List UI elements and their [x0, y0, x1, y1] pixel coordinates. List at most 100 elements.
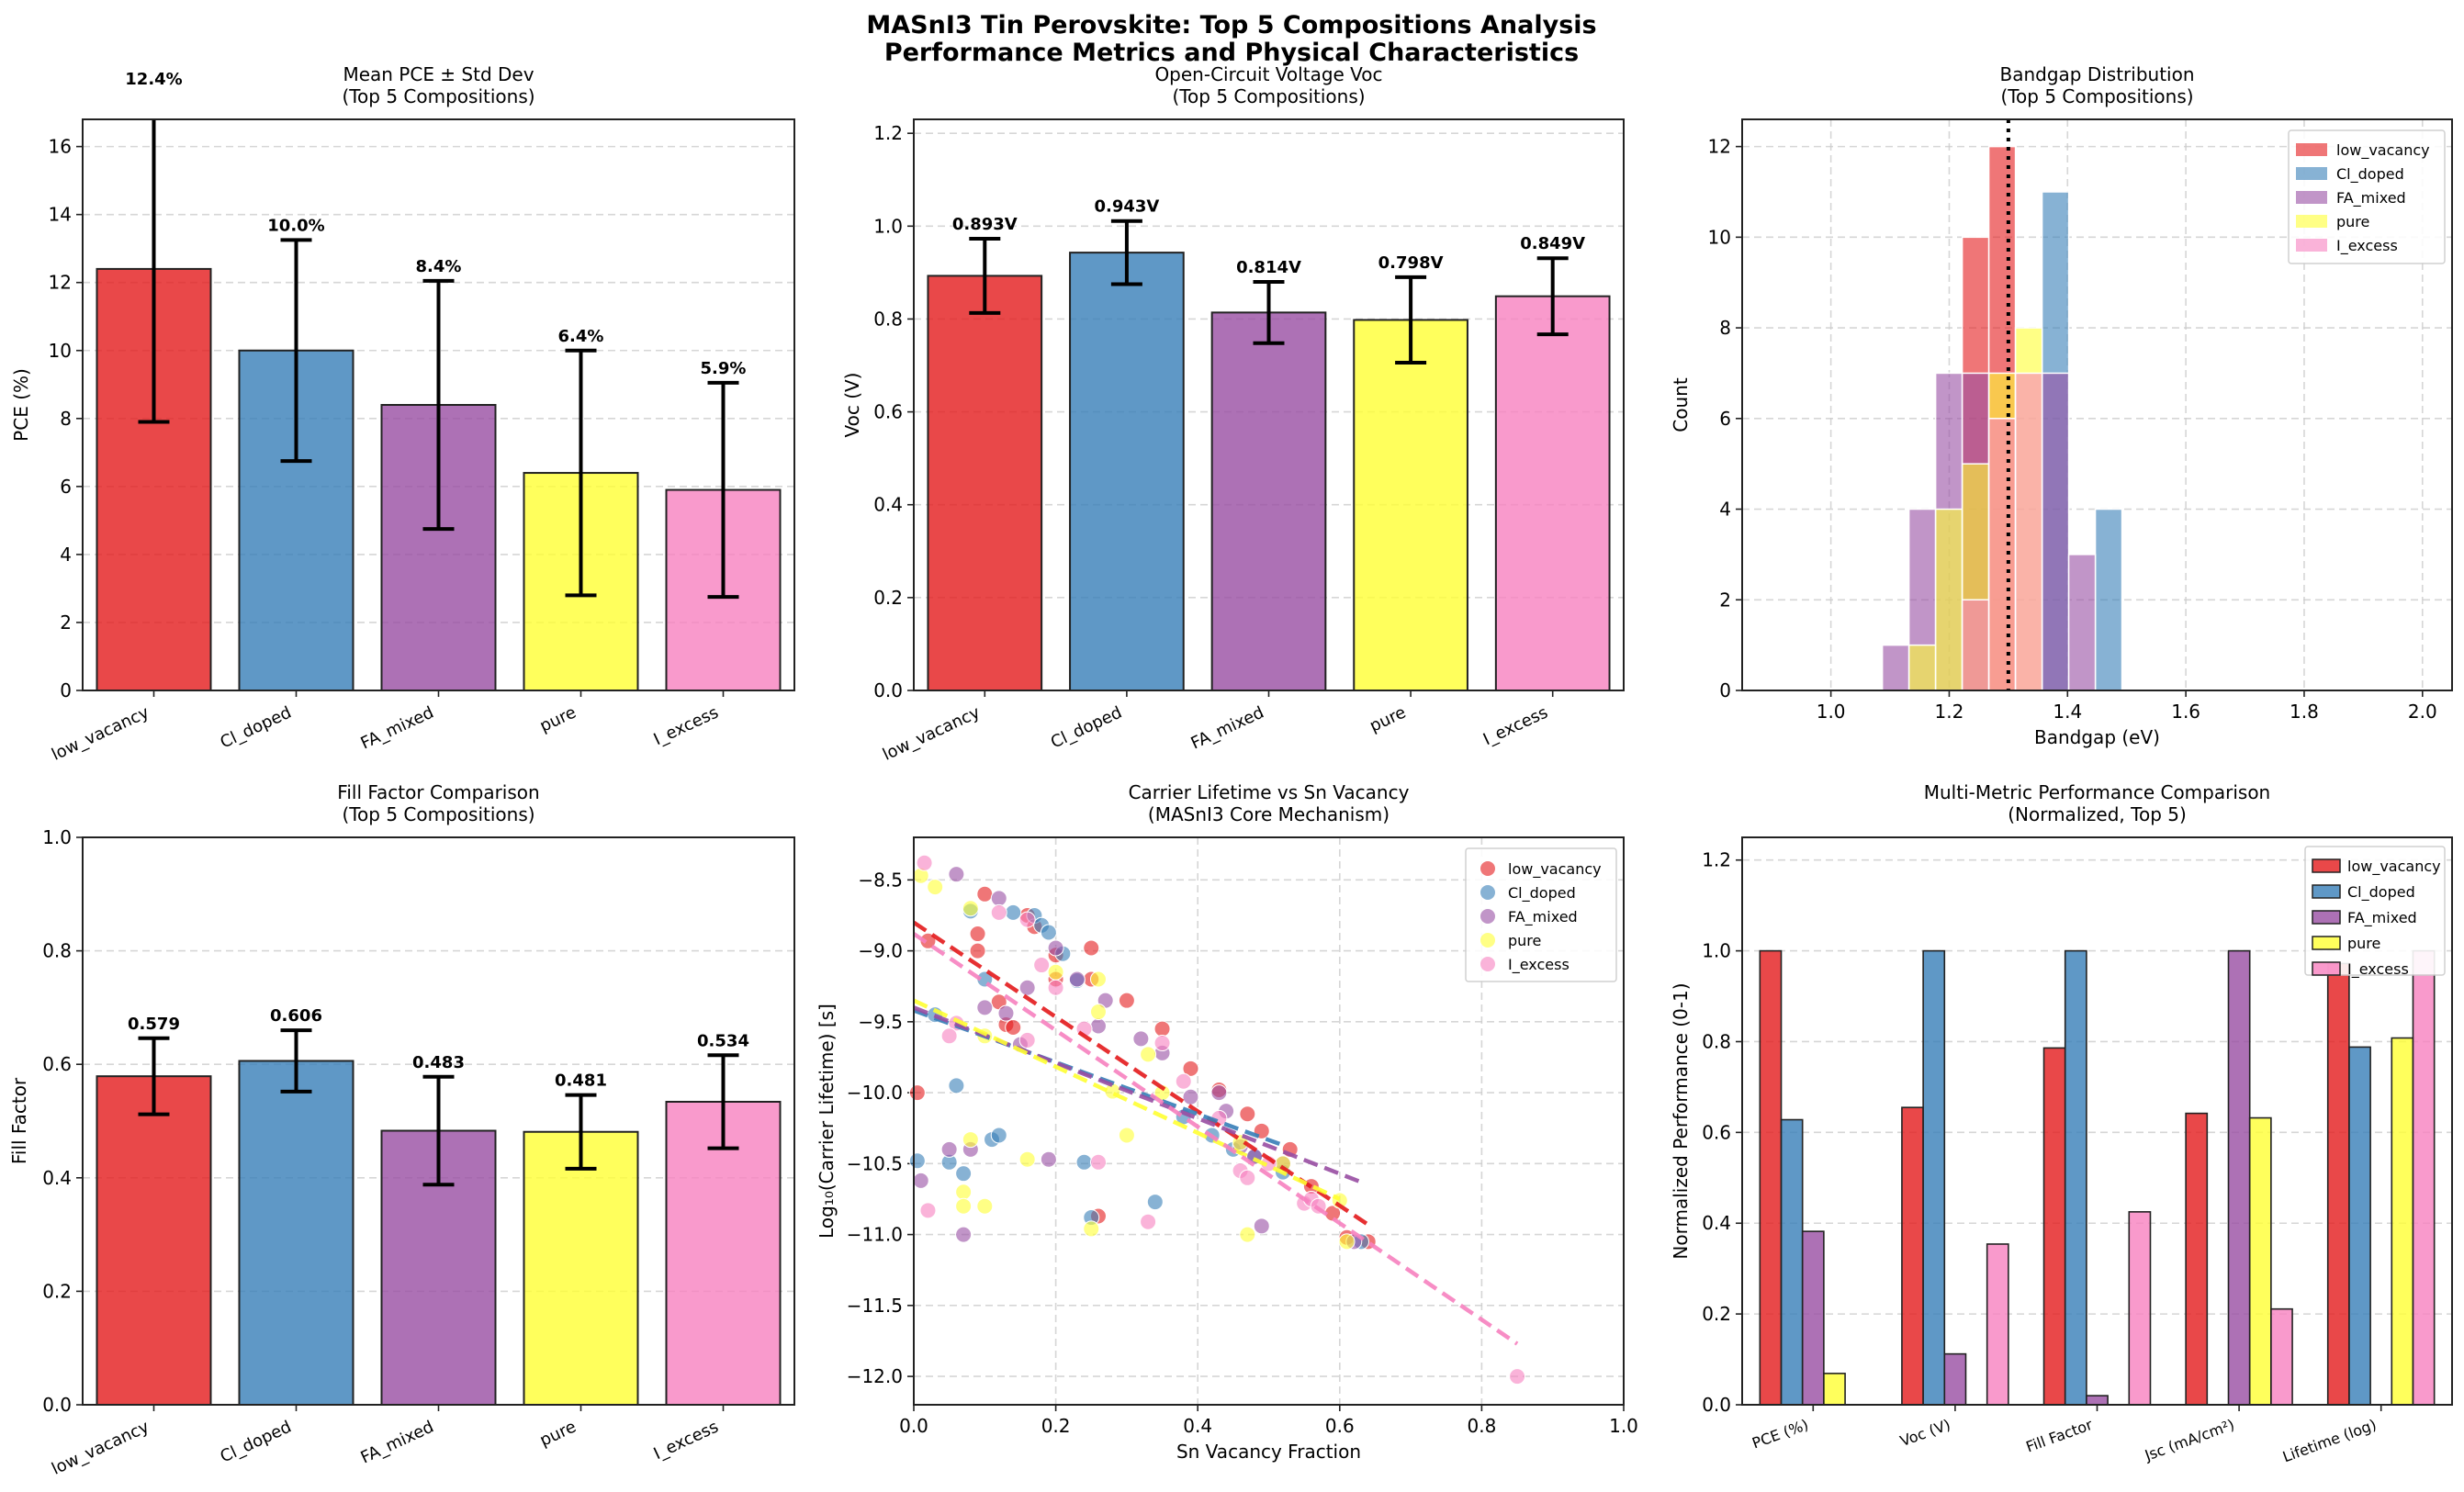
- point-Cl_doped: [948, 1077, 965, 1094]
- axes-title-line-2: (Top 5 Compositions): [2000, 85, 2193, 107]
- bar-FA_mixed: [1801, 1230, 1825, 1406]
- point-FA_mixed: [1210, 1084, 1228, 1102]
- point-FA_mixed: [1040, 1150, 1057, 1168]
- point-pure: [1083, 1220, 1100, 1238]
- axes-frame: [1741, 836, 2453, 1406]
- bar-low_vacancy: [2042, 1047, 2066, 1406]
- legend-marker-pure: [1480, 933, 1495, 948]
- point-FA_mixed: [948, 866, 965, 883]
- y-tick-label: 0.4: [1702, 1212, 1731, 1234]
- y-tick-label: 1.0: [873, 215, 903, 237]
- x-tick-label: Voc (V): [1897, 1416, 1952, 1450]
- x-tick-label: I_excess: [651, 702, 722, 749]
- legend-marker-FA_mixed: [1480, 909, 1495, 924]
- point-pure: [962, 1131, 979, 1149]
- point-low_vacancy: [1239, 1105, 1256, 1123]
- bar-Cl_doped: [2064, 949, 2087, 1406]
- hist-bar-I_excess: [2014, 372, 2043, 691]
- bar-pure: [523, 1130, 639, 1406]
- fit-line-pure: [913, 998, 1341, 1202]
- legend-marker-low_vacancy: [1480, 861, 1495, 876]
- y-tick-label: 0.6: [873, 401, 903, 423]
- y-tick-label: 8: [1719, 317, 1731, 339]
- y-tick-label: 14: [49, 204, 72, 226]
- x-tick-label: I_excess: [1480, 702, 1551, 749]
- point-Cl_doped: [955, 1165, 973, 1183]
- y-tick-label: −11.0: [847, 1224, 903, 1246]
- point-low_vacancy: [1005, 1019, 1022, 1037]
- x-tick-label: low_vacancy: [49, 1417, 152, 1478]
- x-tick-label: 0.8: [1467, 1415, 1496, 1437]
- data-label-pure: 0.798V: [1378, 253, 1444, 273]
- y-axis-label: Voc (V): [841, 372, 863, 437]
- axes-title-line-1: Mean PCE ± Std Dev: [343, 63, 534, 85]
- axes-title-line-1: Fill Factor Comparison: [337, 781, 539, 803]
- x-tick-label: 1.4: [2053, 701, 2082, 723]
- y-tick-label: −9.0: [858, 940, 903, 962]
- x-tick-label: FA_mixed: [358, 702, 437, 753]
- hist-bar-Cl_doped: [2094, 508, 2123, 691]
- x-axis-label: Sn Vacancy Fraction: [1176, 1441, 1361, 1463]
- bar-pure: [2248, 1116, 2272, 1406]
- point-FA_mixed: [976, 999, 994, 1016]
- x-tick-label: pure: [1367, 702, 1409, 735]
- x-tick-label: Fill Factor: [2023, 1416, 2095, 1456]
- bar-FA_mixed: [2086, 1395, 2109, 1406]
- bar-Cl_doped: [238, 1060, 354, 1406]
- bar-FA_mixed: [1943, 1352, 1967, 1406]
- axes-frame: [913, 118, 1625, 691]
- y-tick-label: 0.2: [1702, 1303, 1731, 1325]
- point-pure: [1089, 1004, 1107, 1021]
- x-tick-label: 0.4: [1183, 1415, 1212, 1437]
- axes-title-line-1: Carrier Lifetime vs Sn Vacancy: [1129, 781, 1410, 803]
- hist-bar-pure: [1907, 644, 1937, 691]
- y-tick-label: −10.5: [847, 1152, 903, 1174]
- point-I_excess: [1018, 911, 1036, 928]
- panel-fill_factor: Fill Factor Comparison(Top 5 Composition…: [8, 781, 795, 1479]
- bar-Cl_doped: [2348, 1046, 2371, 1406]
- point-pure: [927, 879, 944, 896]
- y-tick-label: 4: [1719, 499, 1731, 521]
- point-low_vacancy: [1118, 992, 1135, 1009]
- suptitle-line-1: MASnI3 Tin Perovskite: Top 5 Composition…: [866, 11, 1596, 39]
- bar-I_excess: [2270, 1307, 2293, 1406]
- y-tick-label: −11.5: [847, 1295, 903, 1317]
- legend-label-pure: pure: [2347, 935, 2380, 952]
- point-low_vacancy: [908, 1084, 926, 1102]
- legend-label-pure: pure: [1508, 932, 1541, 949]
- data-label-FA_mixed: 0.814V: [1236, 258, 1301, 277]
- bar-pure: [1353, 319, 1468, 691]
- axes-frame: [82, 118, 795, 691]
- point-I_excess: [940, 1027, 958, 1045]
- legend-swatch-Cl_doped: [2312, 884, 2341, 899]
- y-tick-label: −10.0: [847, 1082, 903, 1104]
- x-tick-label: Cl_doped: [218, 1417, 295, 1466]
- panel-lifetime_scatter: Carrier Lifetime vs Sn Vacancy(MASnI3 Co…: [816, 781, 1638, 1463]
- point-pure: [1047, 963, 1064, 981]
- axes-title-line-1: Bandgap Distribution: [1999, 63, 2194, 85]
- bar-low_vacancy: [2185, 1112, 2209, 1406]
- point-I_excess: [1239, 1169, 1256, 1186]
- point-FA_mixed: [955, 1226, 973, 1243]
- legend-marker-Cl_doped: [1480, 885, 1495, 900]
- y-tick-label: 16: [49, 136, 72, 158]
- bar-Cl_doped: [1922, 949, 1946, 1406]
- legend-label-FA_mixed: FA_mixed: [2347, 909, 2417, 927]
- point-pure: [1018, 1150, 1036, 1168]
- data-label-low_vacancy: 0.579: [128, 1015, 180, 1034]
- x-tick-label: Jsc (mA/cm²): [2142, 1416, 2236, 1464]
- point-I_excess: [1033, 957, 1051, 974]
- y-tick-label: 10: [1708, 226, 1731, 248]
- point-FA_mixed: [1132, 1030, 1150, 1048]
- x-tick-label: PCE (%): [1750, 1416, 1810, 1453]
- legend-label-I_excess: I_excess: [2347, 960, 2409, 979]
- x-tick-label: FA_mixed: [358, 1417, 437, 1467]
- panel-bandgap: Bandgap Distribution(Top 5 Compositions)…: [1670, 63, 2453, 748]
- point-pure: [1239, 1226, 1256, 1243]
- y-tick-label: 4: [60, 544, 72, 566]
- fit-line-low_vacancy: [912, 920, 1369, 1227]
- legend-label-FA_mixed: FA_mixed: [1508, 908, 1578, 926]
